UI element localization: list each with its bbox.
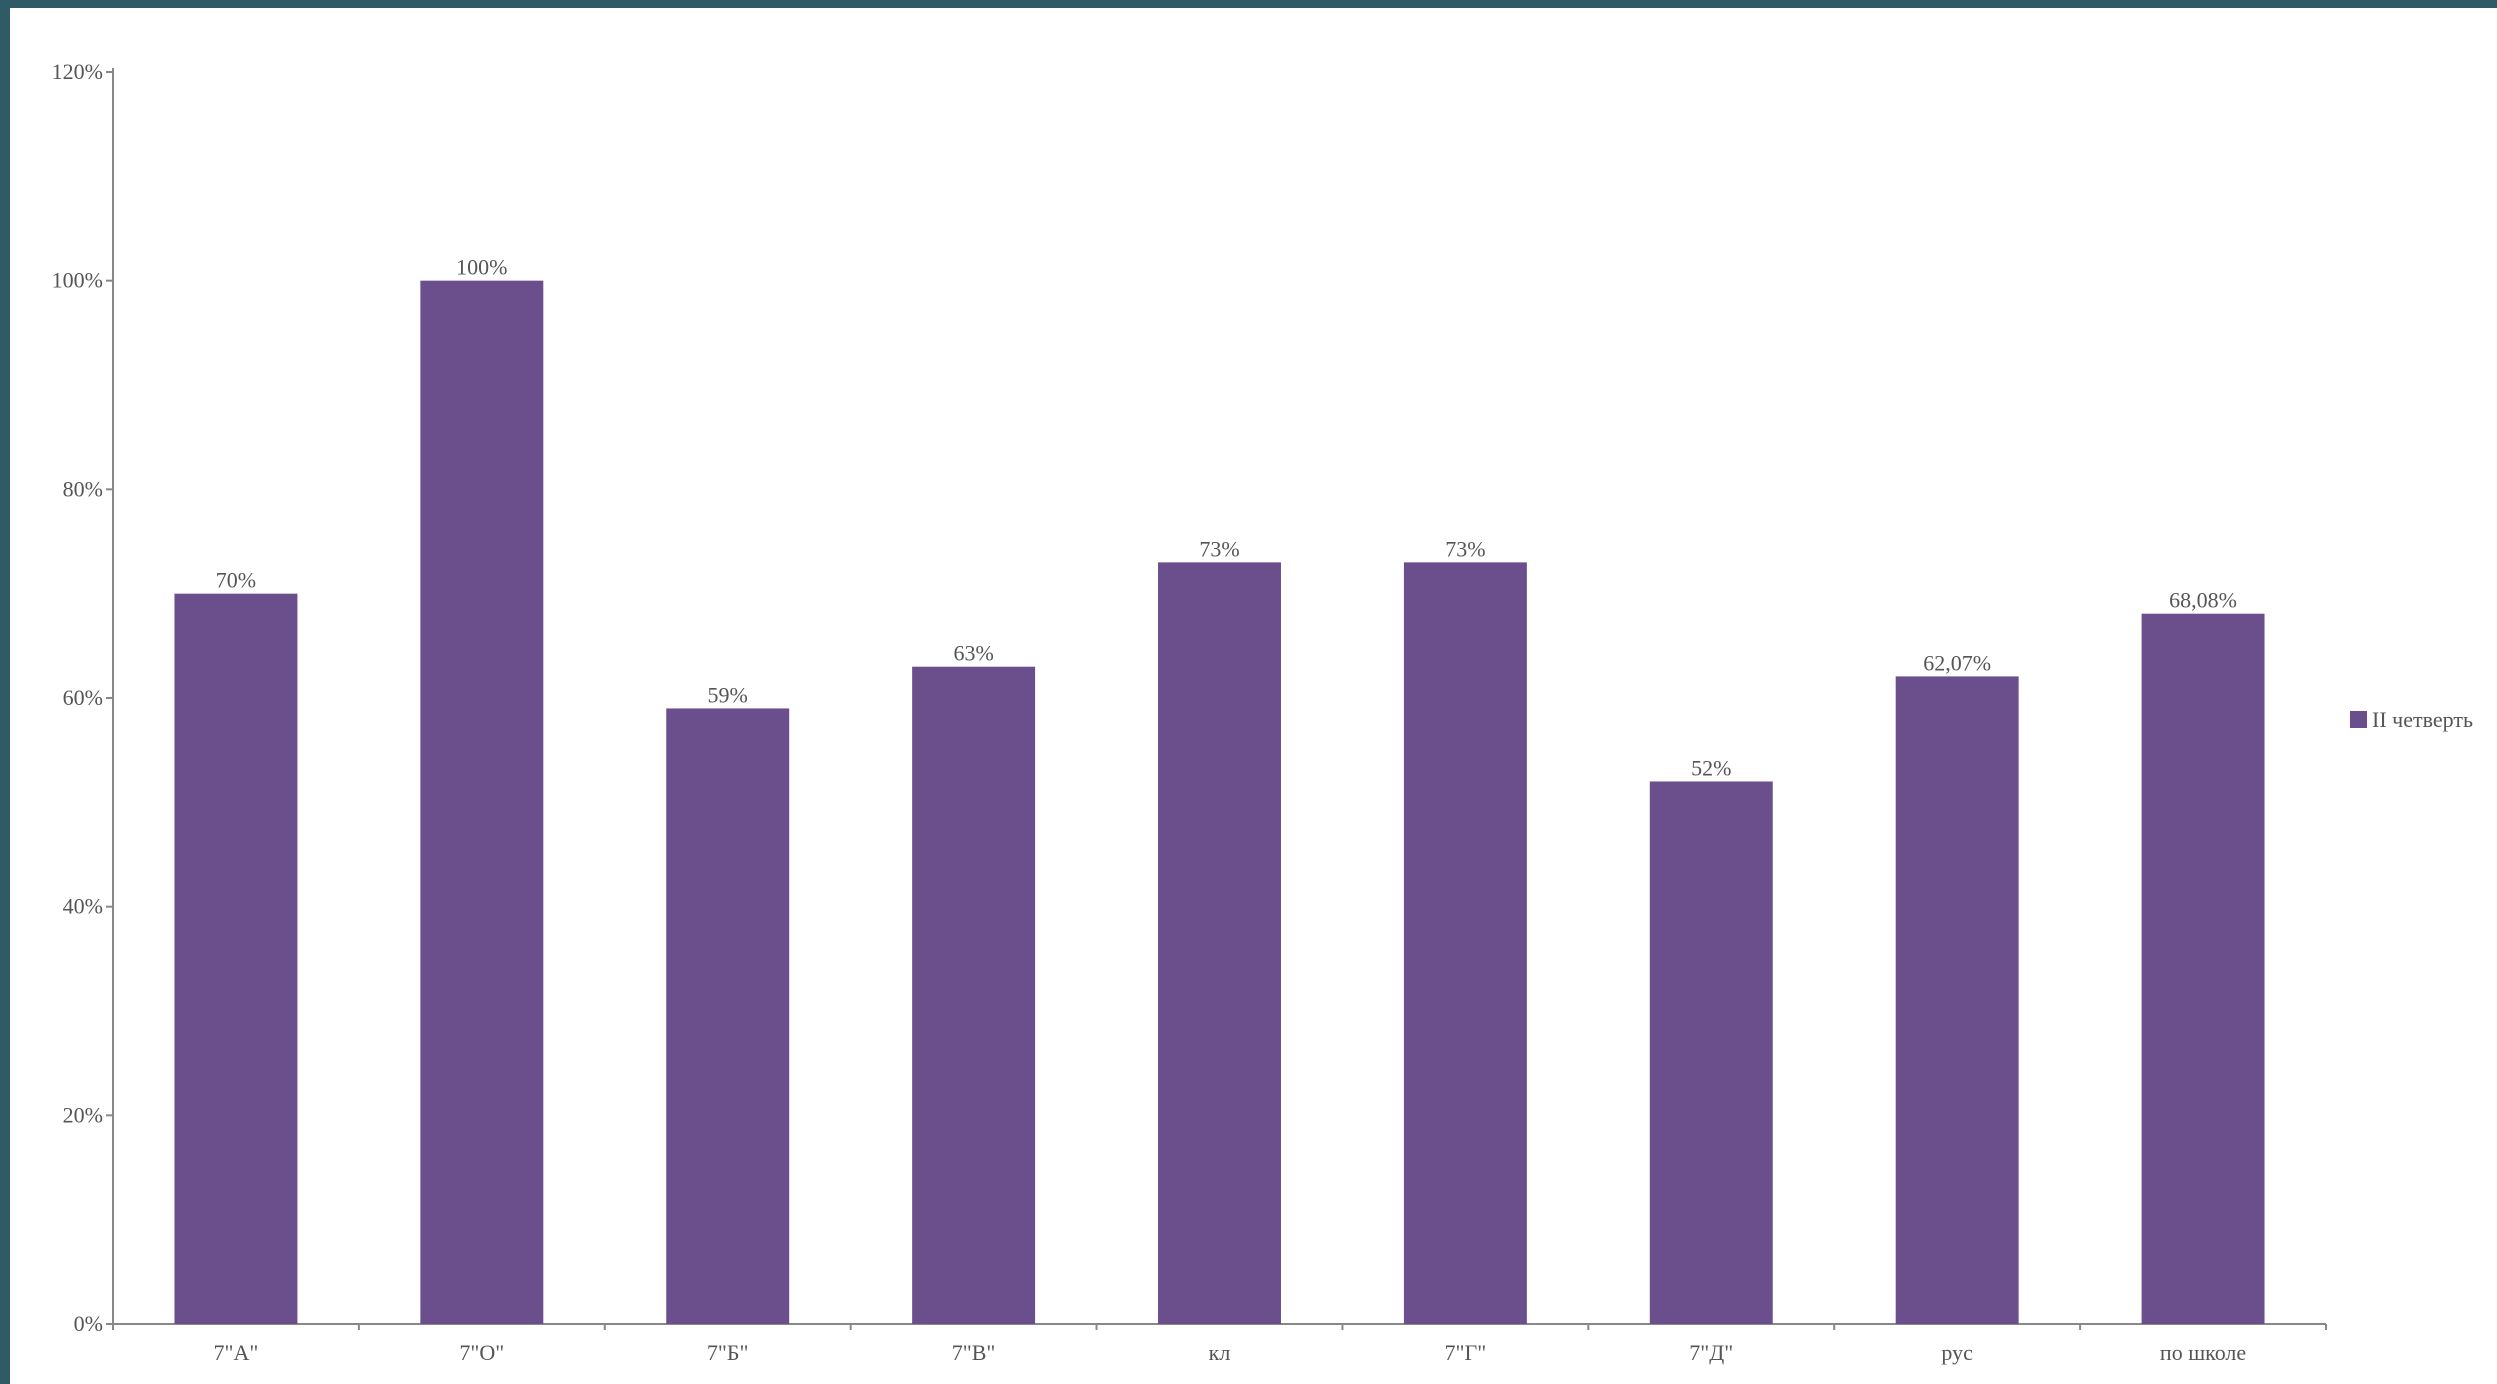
x-tick-label: по школе — [2160, 1340, 2246, 1365]
legend-swatch — [2350, 711, 2367, 728]
y-tick-label: 40% — [63, 894, 103, 919]
x-tick-label: рус — [1941, 1340, 1973, 1365]
data-label: 62,07% — [1923, 650, 1991, 675]
bar — [2142, 614, 2265, 1324]
bar — [912, 667, 1035, 1324]
y-tick-label: 100% — [52, 268, 103, 293]
x-tick-label: 7"О" — [459, 1340, 504, 1365]
x-tick-label: 7"Г" — [1445, 1340, 1487, 1365]
y-axis: 0% 20% 40% 60% 80% 100% 120% — [52, 59, 113, 1336]
data-label: 59% — [708, 682, 748, 707]
y-tick-label: 120% — [52, 59, 103, 84]
x-tick-label: 7"А" — [214, 1340, 259, 1365]
bar — [1404, 562, 1527, 1324]
data-label: 73% — [1199, 536, 1239, 561]
bar — [666, 708, 789, 1324]
data-label: 68,08% — [2169, 588, 2237, 613]
bar — [174, 594, 297, 1324]
bar — [420, 281, 543, 1324]
y-tick-label: 60% — [63, 685, 103, 710]
bar-chart: 0% 20% 40% 60% 80% 100% 120% 7"А" 7"О" 7"Б" 7"В" к… — [10, 8, 2497, 1384]
bars — [174, 281, 2264, 1324]
x-tick-label: 7"Д" — [1689, 1340, 1733, 1365]
y-tick-label: 20% — [63, 1102, 103, 1127]
data-label: 70% — [216, 568, 256, 593]
legend: II четверть — [2350, 707, 2473, 732]
chart-frame: 0% 20% 40% 60% 80% 100% 120% 7"А" 7"О" 7"Б" 7"В" к… — [10, 8, 2497, 1384]
data-label: 52% — [1691, 755, 1731, 780]
bar — [1158, 562, 1281, 1324]
bar — [1650, 781, 1773, 1324]
y-tick-label: 80% — [63, 476, 103, 501]
data-label: 63% — [953, 641, 993, 666]
legend-label: II четверть — [2372, 707, 2473, 732]
data-label: 100% — [456, 255, 507, 280]
x-tick-label: 7"В" — [952, 1340, 996, 1365]
bar — [1896, 676, 2019, 1324]
data-label: 73% — [1445, 536, 1485, 561]
y-tick-label: 0% — [74, 1311, 103, 1336]
x-tick-label: 7"Б" — [707, 1340, 749, 1365]
x-tick-label: кл — [1209, 1340, 1231, 1365]
x-axis: 7"А" 7"О" 7"Б" 7"В" кл 7"Г" 7"Д" рус по школе — [113, 1324, 2326, 1365]
